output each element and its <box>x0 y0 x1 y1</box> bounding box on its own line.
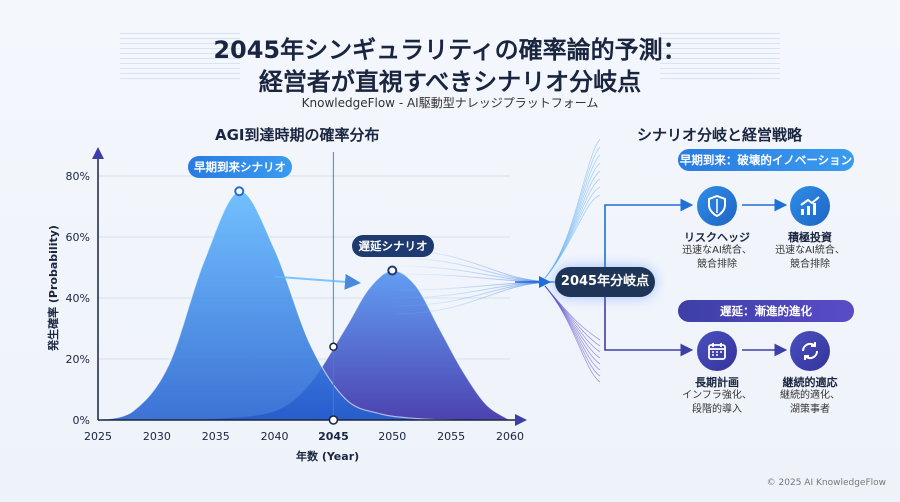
branch-point-hub: 2045年分岐点 <box>555 267 655 297</box>
risk-hedge-desc: 迅速なAI統合、 競合排除 <box>682 245 752 270</box>
strategy-section-title: シナリオ分岐と経営戦略 <box>637 126 803 144</box>
delay-scenario-label: 遅延シナリオ <box>352 235 434 257</box>
y-tick-label: 0% <box>73 414 90 427</box>
x-axis-title: 年数 (Year) <box>296 450 360 463</box>
copyright: © 2025 AI KnowledgeFlow <box>766 478 886 488</box>
early-to-branch-arrow <box>274 273 361 290</box>
early-fan-line <box>544 146 601 279</box>
long-term-plan-desc: インフラ強化、 段階的導入 <box>682 390 752 415</box>
delay-fan-line <box>544 285 601 383</box>
delay-fan-line <box>544 285 601 365</box>
x-tick-label: 2060 <box>496 430 524 443</box>
calendar-icon <box>697 331 737 371</box>
x-tick-label: 2030 <box>143 430 171 443</box>
highlight-2045-point <box>328 415 339 425</box>
early-fan-line <box>544 138 601 279</box>
continuous-adapt-title: 継続的適応 <box>782 376 838 389</box>
x-tick-label: 2040 <box>261 430 289 443</box>
active-invest-title: 積極投資 <box>788 231 832 244</box>
flow-line <box>393 281 556 315</box>
highlight-2045-intersection <box>329 342 338 352</box>
y-tick-label: 80% <box>66 170 90 183</box>
early-branch-header: 早期到来：破壊的イノベーション <box>678 149 854 171</box>
risk-hedge-title: リスクヘッジ <box>684 231 750 244</box>
early-fan-line <box>544 154 601 279</box>
active-invest-desc: 迅速なAI統合、 競合排除 <box>775 245 845 270</box>
x-tick-label: 2050 <box>378 430 406 443</box>
continuous-adapt-desc: 継続的適化、 湖策事者 <box>780 390 840 415</box>
page-title-line1: 2045年シンギュラリティの確率論的予測： <box>213 36 687 64</box>
y-tick-label: 20% <box>66 353 90 366</box>
delay-scenario-area <box>98 270 510 421</box>
early-scenario-area <box>98 191 510 421</box>
delay-branch-connector <box>604 282 694 357</box>
y-tick-label: 60% <box>66 231 90 244</box>
chart-section-title: AGI到達時期の確率分布 <box>215 126 380 144</box>
y-tick-label: 40% <box>66 292 90 305</box>
header-deco-left <box>120 33 240 81</box>
delay-fan-line <box>544 285 601 371</box>
header-deco-right <box>660 33 780 81</box>
refresh-icon <box>790 331 830 371</box>
long-term-plan-title: 長期計画 <box>695 376 739 389</box>
flow-line <box>393 257 556 283</box>
page-subtitle: KnowledgeFlow - AI駆動型ナレッジプラットフォーム <box>301 96 599 110</box>
early-peak-point <box>234 186 245 197</box>
delay-branch-header: 遅延：漸進的進化 <box>678 300 854 322</box>
x-tick-label: 2035 <box>202 430 230 443</box>
shield-icon <box>697 186 737 226</box>
growth-chart-icon <box>790 186 830 226</box>
x-tick-label: 2045 <box>318 430 349 443</box>
page-title-line2: 経営者が直視すべきシナリオ分岐点 <box>258 68 642 96</box>
x-tick-label: 2055 <box>437 430 465 443</box>
early-scenario-label: 早期到来シナリオ <box>188 156 292 178</box>
early-fan-line <box>544 186 601 279</box>
delay-peak-point <box>387 265 398 276</box>
y-axis-title: 発生確率 (Probability) <box>47 225 60 351</box>
x-tick-label: 2025 <box>84 430 112 443</box>
